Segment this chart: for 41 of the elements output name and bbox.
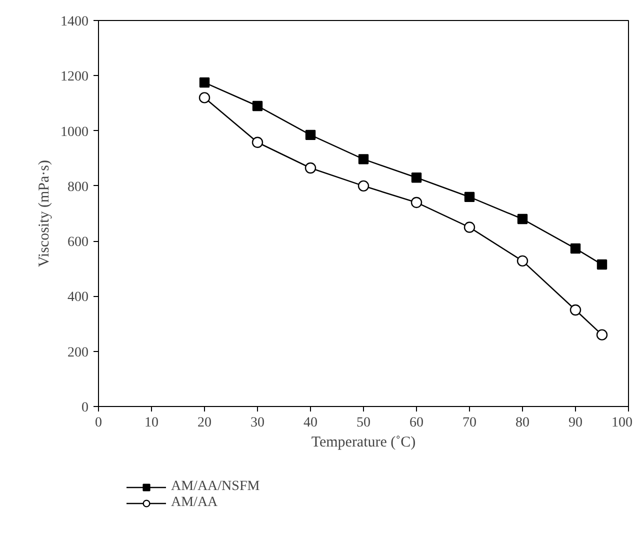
legend-label: AM/AA [171,495,218,511]
x-tick-label: 30 [250,416,264,430]
y-tick-label: 1000 [60,124,88,140]
point [517,214,528,224]
point [596,329,608,340]
x-tick-label: 80 [516,416,530,430]
point [252,136,264,148]
y-tick-label: 600 [68,235,88,250]
y-tick-label: 1200 [60,70,88,85]
x-tick-label: 0 [95,416,102,430]
y-tick-label: 1400 [60,14,88,30]
point [410,196,422,208]
point [305,130,316,140]
x-tick-label: 10 [144,416,158,430]
point [252,100,263,112]
x-axis-title: Temperature (˚C) [311,434,416,450]
point [464,222,476,233]
x-tick-label: 20 [198,416,212,430]
point [516,255,528,267]
point [199,77,210,88]
y-axis-title: Viscosity (mPa·s) [36,160,52,268]
point [358,180,370,192]
x-tick-label: 50 [356,416,370,430]
x-tick-label: 40 [304,416,318,430]
x-tick-label: 60 [410,416,424,430]
point [596,259,608,270]
point [358,154,369,164]
point [411,172,422,183]
point [198,92,210,104]
point [570,243,581,254]
y-tick-label: 400 [68,290,88,306]
y-tick-label: 0 [82,400,88,416]
point [304,162,316,174]
point [464,192,475,202]
x-tick-label: 70 [462,416,476,430]
x-tick-label: 100 [612,416,632,430]
legend-label: AM/AA/NSFM [171,479,260,495]
y-tick-label: 800 [68,180,88,195]
x-tick-label: 90 [568,416,582,430]
point [570,304,582,316]
y-tick-label: 200 [68,345,88,360]
